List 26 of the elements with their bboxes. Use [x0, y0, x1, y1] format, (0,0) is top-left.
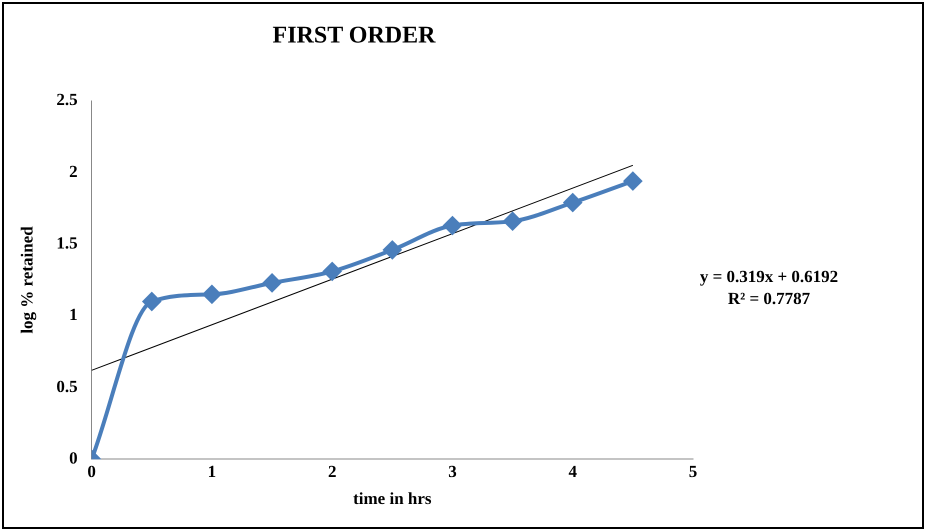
x-tick-label: 2 — [328, 462, 336, 481]
x-tick-label: 5 — [688, 462, 698, 481]
point — [443, 216, 462, 235]
y-tick-label: 1.5 — [56, 234, 78, 253]
x-tick-label: 4 — [568, 462, 578, 481]
text: y = 0.319x + 0.6192 — [698, 266, 840, 288]
point — [564, 194, 582, 212]
text: R² = 0.7787 — [726, 288, 812, 310]
y-tick-label: 2 — [69, 162, 78, 181]
point — [624, 172, 642, 190]
y-axis-title: log % retained — [18, 226, 37, 334]
point — [383, 240, 402, 259]
point — [323, 262, 342, 280]
x-tick-label: 3 — [448, 462, 457, 481]
chart-title: FIRST ORDER — [272, 22, 436, 49]
y-tick-label: 0 — [69, 448, 78, 468]
point — [142, 292, 161, 311]
y-tick-label: 0.5 — [56, 376, 78, 396]
point — [263, 274, 282, 292]
y-tick-label: 1 — [69, 305, 78, 324]
x-axis-title: time in hrs — [353, 489, 432, 508]
x-tick-label: 1 — [208, 462, 216, 481]
point — [202, 285, 221, 304]
point — [504, 212, 522, 230]
x-tick-label: 0 — [87, 462, 96, 481]
y-tick-label: 2.5 — [56, 90, 78, 110]
